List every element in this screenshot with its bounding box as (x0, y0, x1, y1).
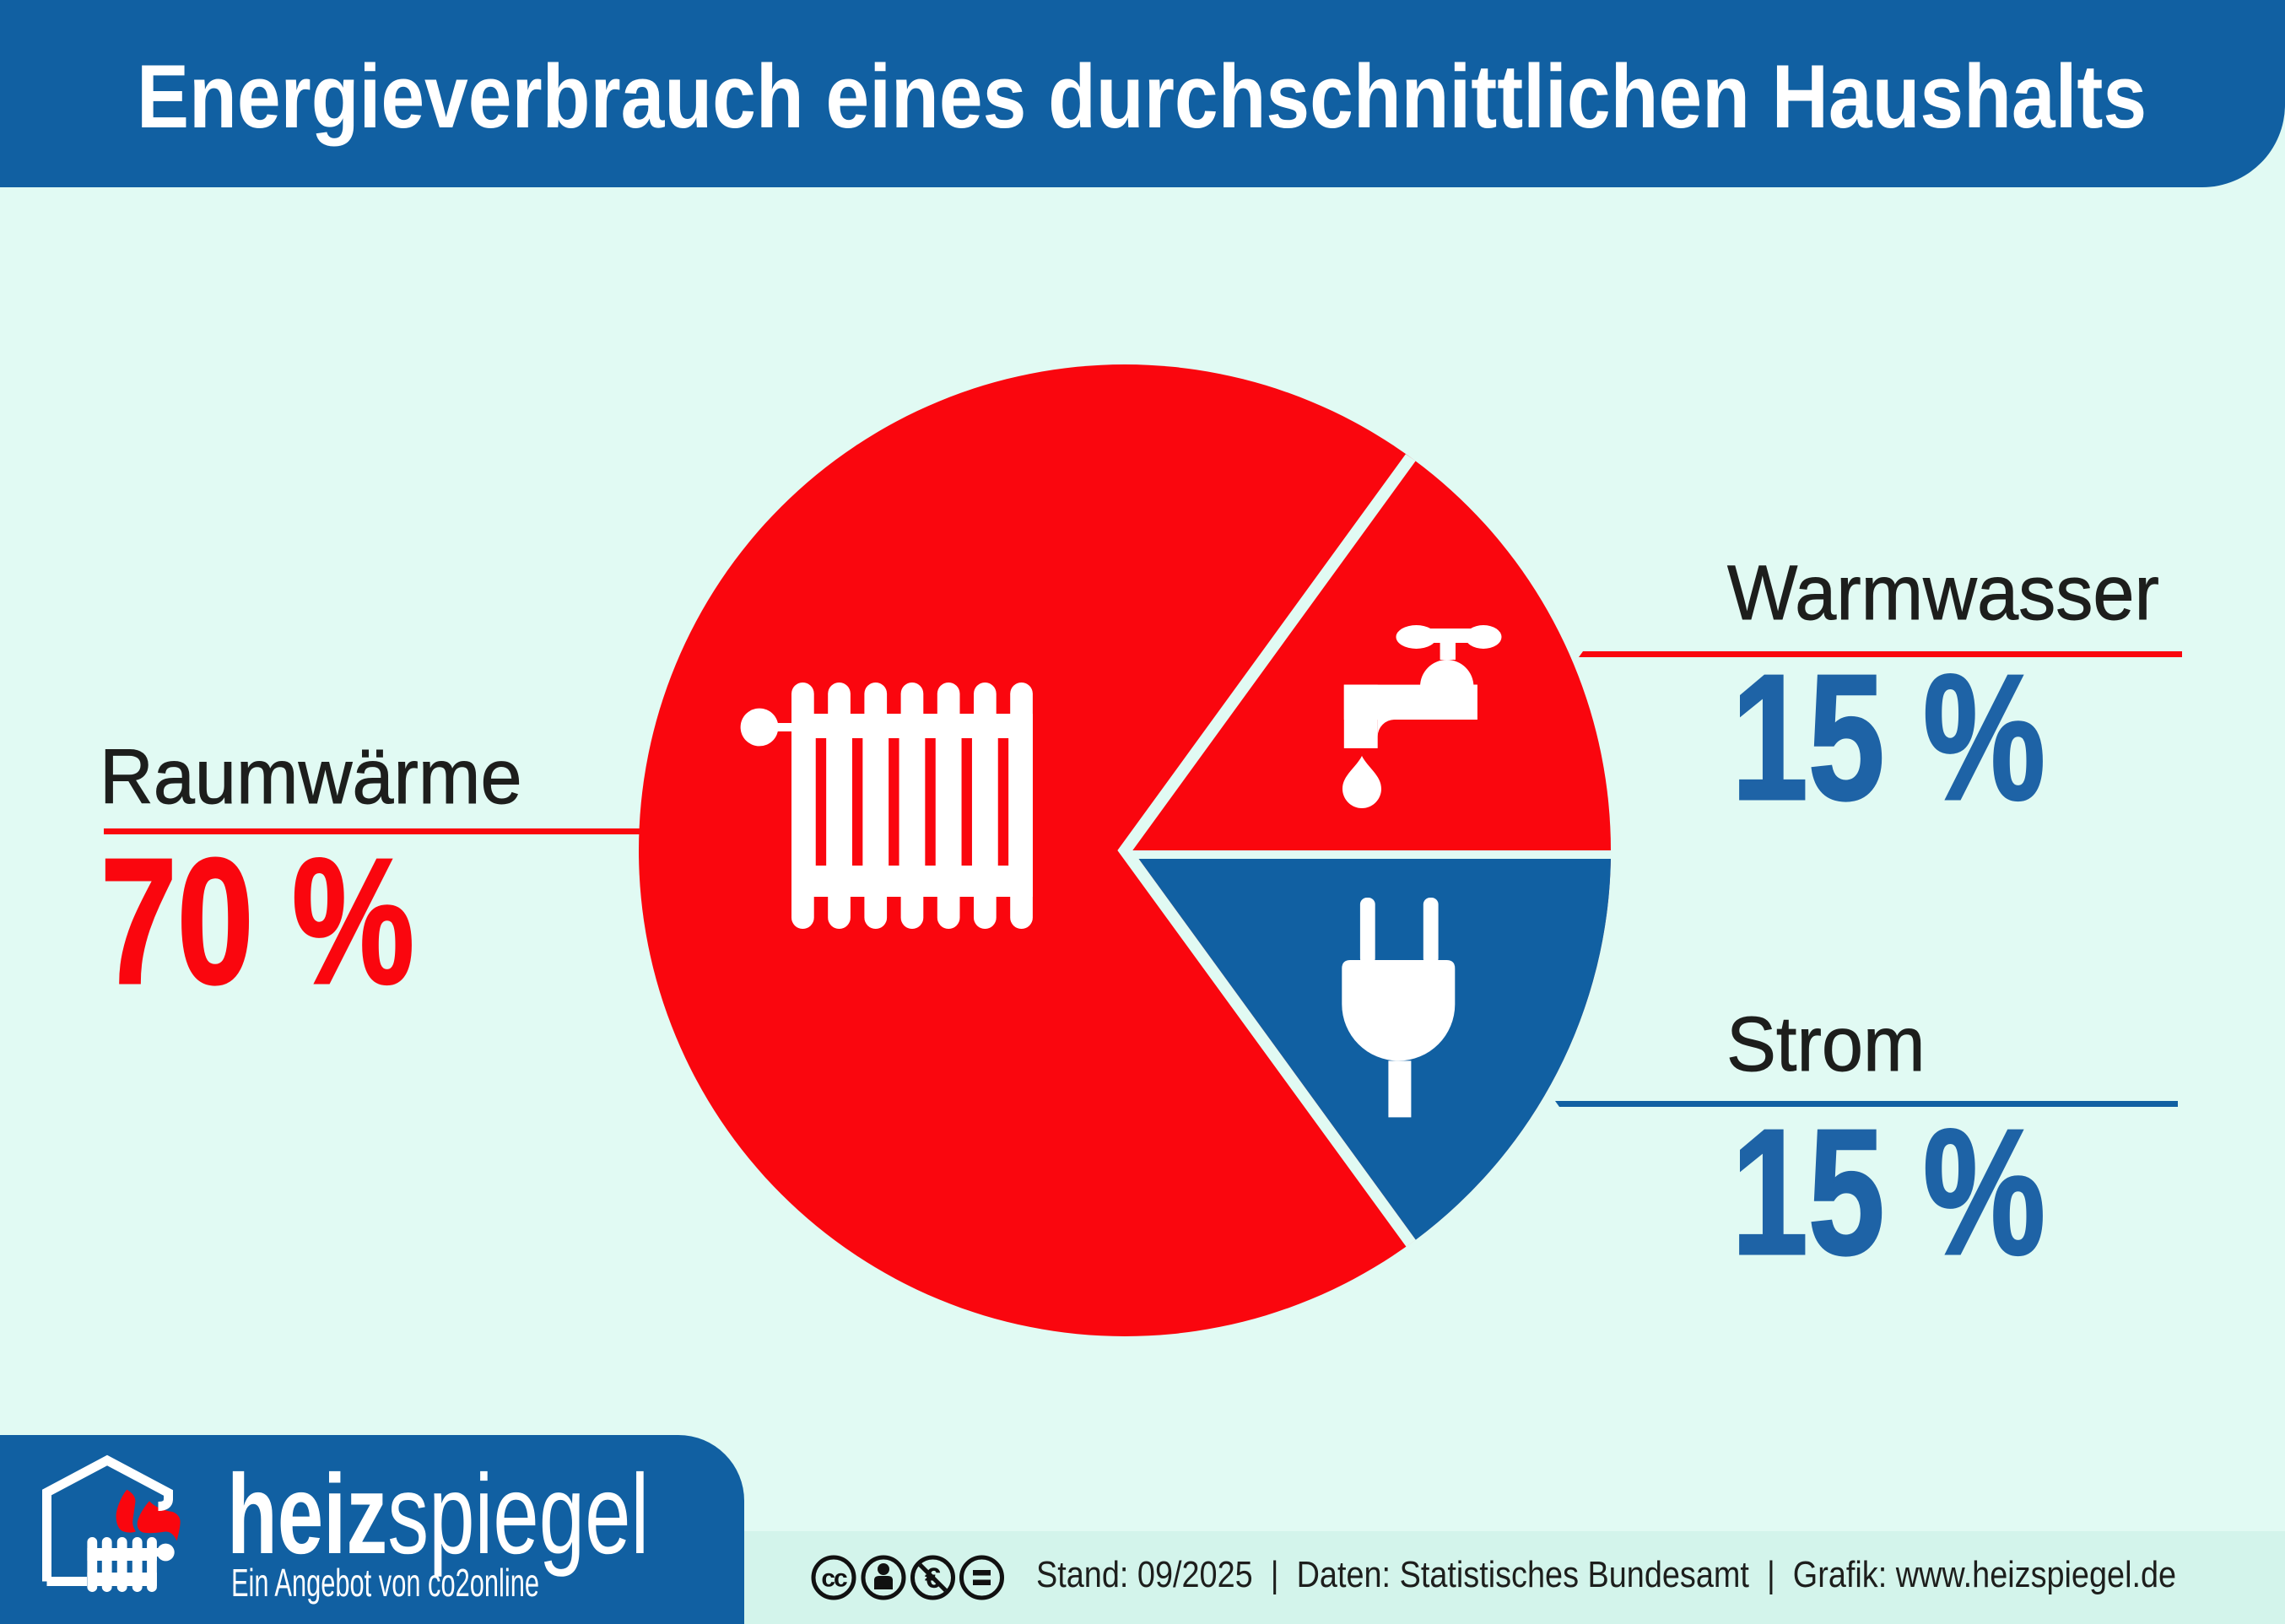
svg-text:cc: cc (821, 1565, 847, 1593)
